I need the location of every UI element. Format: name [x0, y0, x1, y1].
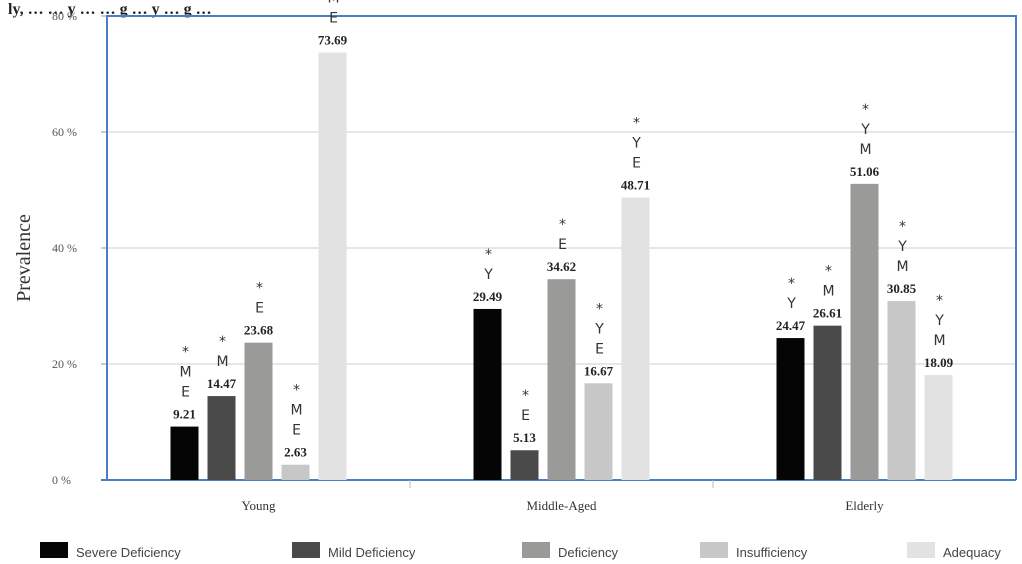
legend-swatch [907, 542, 935, 558]
significance-mark: * [899, 219, 906, 235]
axes: 0 % 20 % 40 % 60 % 80 % Prevalence Young Middle… [13, 9, 1017, 513]
y-tick-label: 60 % [52, 125, 77, 139]
significance-mark: Y [897, 239, 907, 255]
significance-mark: M [822, 284, 834, 300]
bar [207, 396, 236, 480]
y-tick-label: 20 % [52, 357, 77, 371]
significance-mark: Y [786, 296, 796, 312]
legend-entry: Adequacy [943, 545, 1001, 560]
significance-mark: * [862, 102, 869, 118]
data-label: 2.63 [284, 445, 307, 460]
data-label: 48.71 [621, 177, 650, 192]
bar [244, 342, 273, 480]
significance-mark: M [216, 354, 228, 370]
significance-mark: Y [631, 135, 641, 151]
significance-mark: Y [483, 267, 493, 283]
y-tick-label: 80 % [52, 9, 77, 23]
significance-mark: M [327, 0, 339, 7]
legend-entry: Deficiency [558, 545, 618, 560]
significance-mark: M [859, 142, 871, 158]
x-tick-label: Young [241, 498, 276, 513]
significance-mark: * [219, 334, 226, 350]
significance-mark: * [485, 247, 492, 263]
significance-mark: E [632, 155, 641, 171]
data-label: 30.85 [887, 281, 917, 296]
bar [887, 301, 916, 480]
significance-mark: E [181, 385, 190, 401]
plot-frame [106, 15, 1017, 480]
data-label: 51.06 [850, 164, 880, 179]
x-tick-label: Middle-Aged [526, 498, 597, 513]
significance-mark: * [936, 293, 943, 309]
bar [281, 464, 310, 480]
legend-entry: Mild Deficiency [328, 545, 416, 560]
bar [621, 197, 650, 480]
data-label: 5.13 [513, 430, 536, 445]
bar [473, 308, 502, 480]
y-axis-label: Prevalence [13, 214, 35, 302]
significance-mark: * [633, 115, 640, 131]
data-label: 29.49 [473, 289, 503, 304]
y-tick-label: 0 % [52, 473, 71, 487]
significance-mark: * [182, 345, 189, 361]
legend-swatch [292, 542, 320, 558]
significance-mark: M [933, 333, 945, 349]
data-label: 26.61 [813, 306, 842, 321]
bar [170, 426, 199, 480]
legend-entry: Insufficiency [736, 545, 808, 560]
bar [584, 383, 613, 480]
significance-mark: * [788, 276, 795, 292]
significance-mark: * [596, 301, 603, 317]
significance-mark: * [825, 264, 832, 280]
significance-mark: E [329, 11, 338, 27]
bars [170, 52, 953, 481]
data-label: 14.47 [207, 376, 237, 391]
y-tick-label: 40 % [52, 241, 77, 255]
legend-entry: Severe Deficiency [76, 545, 181, 560]
significance-mark: E [292, 423, 301, 439]
bar [318, 52, 347, 481]
significance-mark: M [896, 259, 908, 275]
legend-swatch [700, 542, 728, 558]
significance-annotations: *ME*M*E*ME*ME*Y*E*E*YE*YE*Y*M*YM*YM*YM [179, 0, 945, 439]
data-labels: 9.21 14.47 23.68 2.63 73.69 29.49 5.13 34.62 16.… [173, 33, 954, 460]
legend: Severe Deficiency Mild Deficiency Deficien… [40, 542, 1001, 560]
bar [510, 450, 539, 480]
data-label: 73.69 [318, 33, 348, 48]
significance-mark: * [256, 281, 263, 297]
data-label: 18.09 [924, 355, 954, 370]
legend-swatch [522, 542, 550, 558]
significance-mark: * [559, 217, 566, 233]
significance-mark: Y [934, 313, 944, 329]
data-label: 23.68 [244, 323, 274, 338]
data-label: 9.21 [173, 407, 196, 422]
chart-caption-fragment: ly, … … y … … g … y … g … [8, 1, 212, 18]
x-tick-label: Elderly [845, 498, 884, 513]
data-label: 34.62 [547, 259, 576, 274]
significance-mark: Y [860, 122, 870, 138]
significance-mark: M [179, 365, 191, 381]
significance-mark: E [521, 408, 530, 424]
bar [850, 183, 879, 481]
bar [776, 338, 805, 480]
significance-mark: Y [594, 321, 604, 337]
bar [547, 279, 576, 480]
data-label: 16.67 [584, 363, 614, 378]
significance-mark: M [290, 403, 302, 419]
bar [813, 325, 842, 480]
data-label: 24.47 [776, 318, 806, 333]
significance-mark: E [558, 237, 567, 253]
significance-mark: E [595, 341, 604, 357]
significance-mark: * [522, 388, 529, 404]
bar [924, 375, 953, 480]
legend-swatch [40, 542, 68, 558]
significance-mark: E [255, 301, 264, 317]
significance-mark: * [293, 383, 300, 399]
